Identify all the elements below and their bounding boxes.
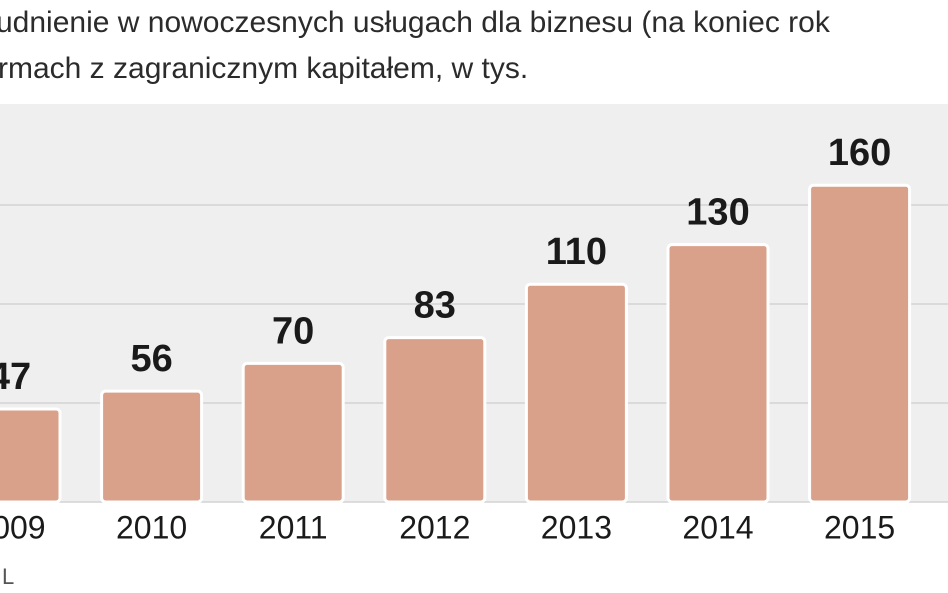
value-label: 47 bbox=[0, 356, 31, 398]
value-label: 160 bbox=[828, 132, 891, 174]
bar bbox=[100, 389, 204, 504]
bar bbox=[0, 407, 62, 504]
bar bbox=[524, 282, 628, 504]
value-label: 83 bbox=[414, 285, 456, 327]
x-tick-label: 2011 bbox=[259, 509, 328, 545]
x-tick-label: 2013 bbox=[541, 509, 612, 545]
value-label: 130 bbox=[686, 192, 749, 234]
bar bbox=[383, 336, 487, 504]
value-label: 56 bbox=[130, 338, 172, 380]
chart-subtitle: rmach z zagranicznym kapitałem, w tys. bbox=[0, 52, 528, 85]
value-label: 110 bbox=[546, 231, 607, 273]
source: L bbox=[2, 564, 14, 589]
bar bbox=[241, 361, 345, 504]
x-tick-label: 2010 bbox=[116, 509, 187, 545]
bar bbox=[666, 243, 770, 504]
x-tick-label: 2015 bbox=[824, 509, 895, 545]
value-label: 70 bbox=[272, 310, 314, 352]
bar bbox=[808, 183, 912, 504]
x-tick-label: 2014 bbox=[682, 509, 753, 545]
chart-title: udnienie w nowoczesnych usługach dla biz… bbox=[0, 6, 831, 39]
x-tick-label: 2009 bbox=[0, 509, 46, 545]
x-tick-label: 2012 bbox=[399, 509, 470, 545]
